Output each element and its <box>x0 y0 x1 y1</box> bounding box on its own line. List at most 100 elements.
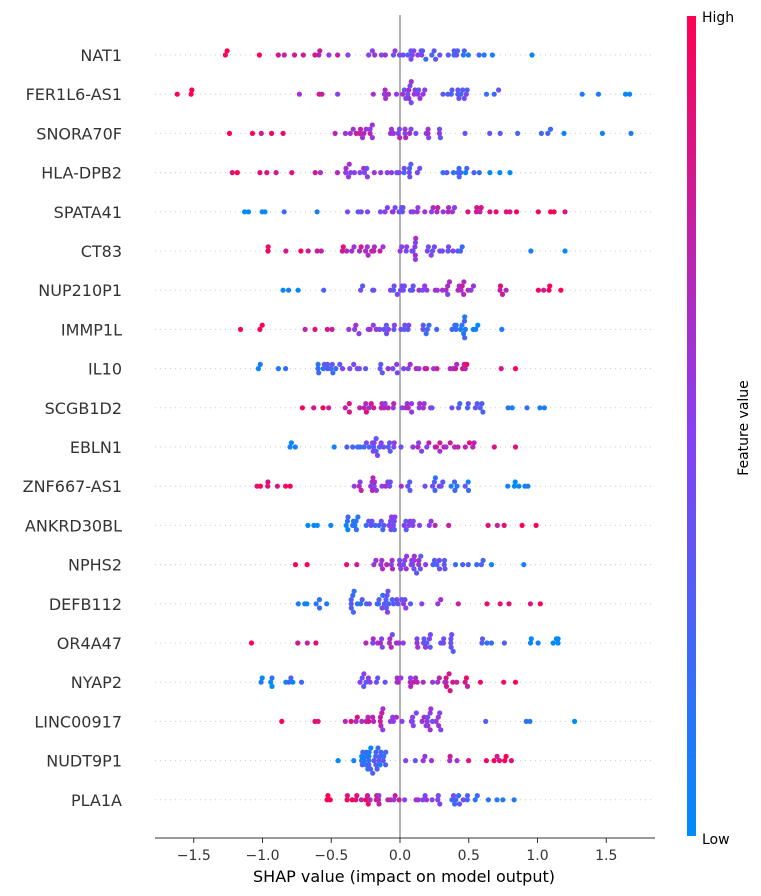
shap-point <box>474 205 480 211</box>
shap-point <box>370 475 376 481</box>
shap-point <box>411 91 417 97</box>
shap-point <box>396 640 402 646</box>
shap-point <box>387 440 393 446</box>
shap-point <box>315 361 321 367</box>
shap-point <box>350 444 356 450</box>
shap-point <box>318 248 324 254</box>
shap-point <box>390 718 396 725</box>
shap-point <box>316 370 322 376</box>
shap-point <box>304 640 310 646</box>
shap-point <box>387 636 393 642</box>
shap-point <box>485 522 491 529</box>
shap-point <box>555 636 561 642</box>
shap-point <box>409 52 415 58</box>
shap-point <box>440 209 446 215</box>
shap-point <box>416 366 422 372</box>
shap-point <box>429 52 435 58</box>
shap-point <box>415 52 421 58</box>
shap-point <box>410 522 416 529</box>
shap-point <box>445 209 451 215</box>
shap-point <box>496 87 502 93</box>
shap-point <box>358 601 364 607</box>
shap-point <box>599 130 606 136</box>
shap-point <box>412 252 418 258</box>
shap-point <box>391 283 397 289</box>
shap-point <box>437 52 443 58</box>
shap-point <box>386 522 392 529</box>
shap-point <box>365 801 371 807</box>
shap-point <box>390 287 397 293</box>
shap-point <box>418 553 424 559</box>
shap-point <box>371 170 377 176</box>
shap-point <box>351 244 357 250</box>
shap-point <box>315 718 321 725</box>
shap-point <box>497 130 503 136</box>
shap-point <box>377 718 383 725</box>
shap-point <box>459 244 465 250</box>
shap-point <box>255 366 261 372</box>
feature-label: CT83 <box>81 242 122 261</box>
shap-point <box>356 248 363 254</box>
shap-point <box>395 601 401 607</box>
shap-point <box>390 366 396 372</box>
shap-point <box>451 205 458 211</box>
shap-point <box>378 518 384 524</box>
shap-point <box>384 205 390 211</box>
shap-point <box>393 714 399 720</box>
shap-point <box>538 130 545 136</box>
shap-point <box>442 566 448 572</box>
shap-point <box>501 522 507 529</box>
shap-point <box>455 601 461 607</box>
shap-point <box>535 209 541 215</box>
shap-point <box>287 483 293 489</box>
shap-point <box>463 91 469 97</box>
shap-point <box>499 291 506 297</box>
shap-point <box>374 766 380 772</box>
shap-point <box>324 601 330 607</box>
shap-point <box>445 244 452 250</box>
shap-point <box>387 518 394 524</box>
shap-point <box>392 793 398 799</box>
shap-point <box>343 522 349 529</box>
shap-point <box>405 91 411 97</box>
shap-point <box>439 248 445 254</box>
shap-point <box>275 366 281 372</box>
shap-point <box>378 723 384 729</box>
shap-point <box>421 714 427 720</box>
shap-point <box>424 640 430 646</box>
shap-point <box>445 248 451 254</box>
shap-point <box>298 679 305 685</box>
shap-point <box>345 514 351 520</box>
shap-point <box>407 601 414 607</box>
shap-point <box>371 562 377 568</box>
shap-point <box>364 174 370 180</box>
shap-point <box>424 718 430 725</box>
shap-point <box>359 718 365 725</box>
shap-point <box>417 401 423 407</box>
shap-point <box>359 762 365 768</box>
shap-point <box>430 679 436 685</box>
shap-point <box>256 52 262 58</box>
colorbar <box>687 16 696 836</box>
shap-point <box>384 609 391 615</box>
shap-point <box>395 679 401 685</box>
shap-point <box>445 283 451 289</box>
shap-point <box>299 405 305 411</box>
shap-point <box>527 718 533 725</box>
shap-point <box>422 644 429 650</box>
shap-point <box>410 283 416 289</box>
shap-point <box>295 601 301 607</box>
shap-point <box>385 588 391 594</box>
shap-point <box>446 522 452 529</box>
shap-point <box>450 793 457 799</box>
shap-point <box>497 601 503 607</box>
shap-point <box>438 483 444 489</box>
shap-point <box>373 679 379 685</box>
shap-point <box>335 758 341 764</box>
shap-point <box>283 366 289 372</box>
shap-point <box>477 209 483 215</box>
shap-point <box>491 444 497 450</box>
shap-point <box>249 130 256 136</box>
shap-point <box>344 793 350 799</box>
shap-point <box>443 287 449 293</box>
